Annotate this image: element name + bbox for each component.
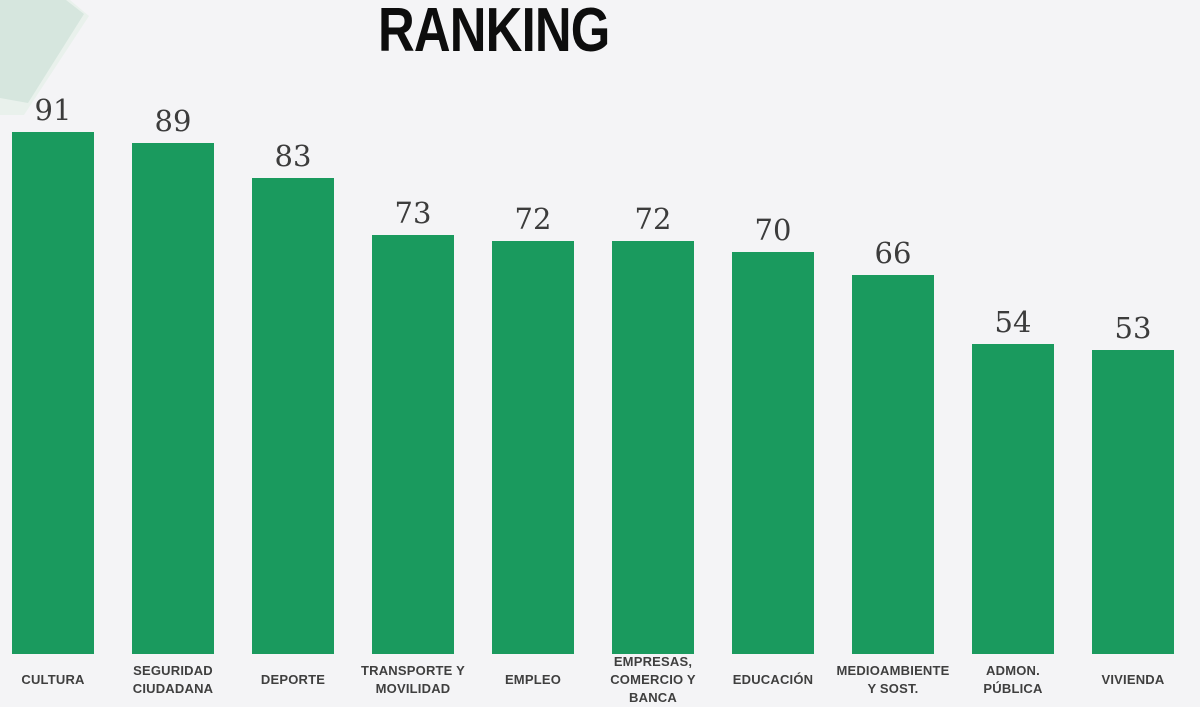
category-label-line: MEDIOAMBIENTE (836, 663, 950, 678)
bar (132, 143, 214, 654)
bar (12, 132, 94, 654)
category-label: CULTURA (0, 658, 125, 702)
category-label: SEGURIDAD CIUDADANA (101, 658, 245, 702)
bar-value-label: 89 (154, 104, 192, 138)
category-label-line: EDUCACIÓN (732, 672, 814, 687)
bar-value-label: 83 (274, 139, 312, 173)
bar-value-label: 91 (34, 93, 72, 127)
bar (252, 178, 334, 654)
bar (1092, 350, 1174, 654)
bar-value-label: 70 (754, 213, 792, 247)
bar-value-label: 53 (1114, 311, 1152, 345)
category-label: TRANSPORTE Y MOVILIDAD (341, 658, 485, 702)
category-label: EMPLEO (461, 658, 605, 702)
category-label-line: BANCA (629, 690, 677, 705)
category-label-line: EMPRESAS, (613, 654, 693, 669)
bar-value-label: 72 (634, 202, 672, 236)
category-label-line: TRANSPORTE Y (360, 663, 465, 678)
bar (372, 235, 454, 654)
category-label-line: Y SOST. (867, 681, 919, 696)
bar-value-label: 66 (874, 236, 912, 270)
bar-value-label: 73 (394, 196, 432, 230)
chart-title: RANKING (378, 0, 610, 65)
category-label: ADMON. PÚBLICA (941, 658, 1085, 702)
category-label-line: CULTURA (21, 672, 85, 687)
bar (612, 241, 694, 654)
category-label: VIVIENDA (1061, 658, 1200, 702)
category-label-line: SEGURIDAD (133, 663, 213, 678)
category-label-line: EMPLEO (504, 672, 562, 687)
category-label: EDUCACIÓN (701, 658, 845, 702)
bar (972, 344, 1054, 654)
category-label: EMPRESAS, COMERCIO Y BANCA (581, 654, 725, 705)
category-label-line: COMERCIO Y (610, 672, 696, 687)
bar (732, 252, 814, 654)
category-label-line: VIVIENDA (1101, 672, 1165, 687)
bar-value-label: 54 (994, 305, 1032, 339)
category-label: MEDIOAMBIENTE Y SOST. (821, 658, 965, 702)
category-label-line: MOVILIDAD (375, 681, 451, 696)
category-label-line: DEPORTE (260, 672, 326, 687)
category-label-line: PÚBLICA (983, 681, 1043, 696)
bar (852, 275, 934, 654)
category-label-line: CIUDADANA (132, 681, 214, 696)
category-label-line: ADMON. (986, 663, 1040, 678)
bar-value-label: 72 (514, 202, 552, 236)
bar (492, 241, 574, 654)
category-label: DEPORTE (221, 658, 365, 702)
